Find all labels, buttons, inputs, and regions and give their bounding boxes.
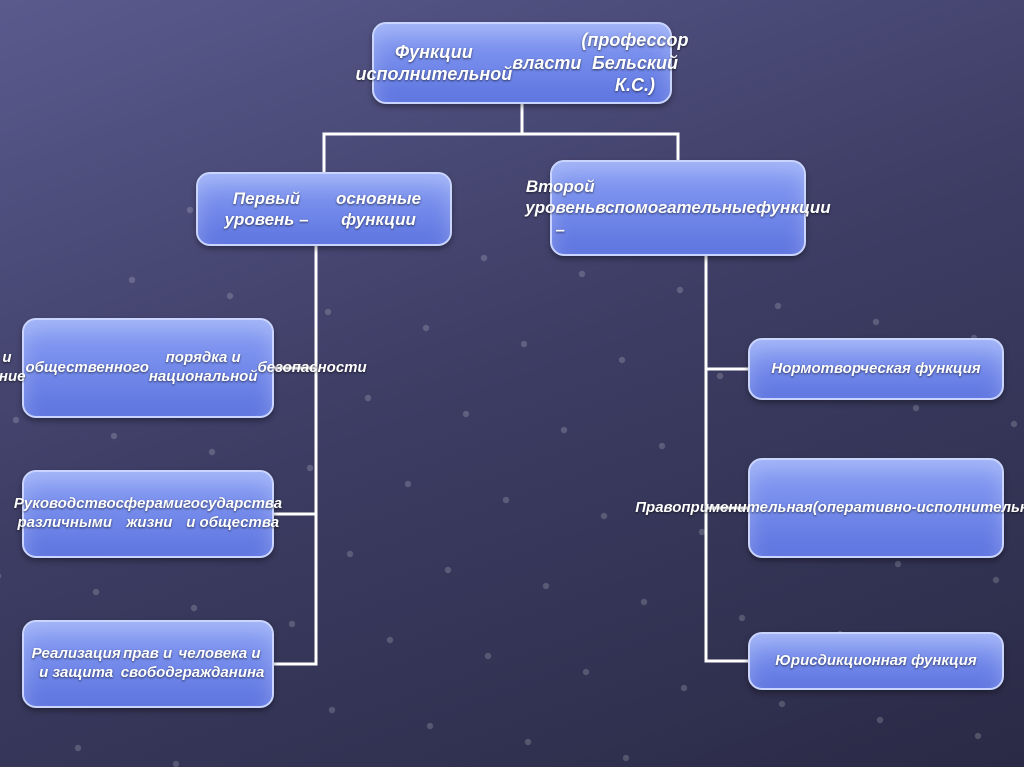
node-root: Функции исполнительнойвласти(профессор Б… [372,22,672,104]
node-text-line: (профессор Бельский К.С.) [581,29,688,97]
node-text-line: функции [756,197,831,218]
node-leaf-2b: Правоприменительная(оперативно-исполните… [748,458,1004,558]
node-text-line: Охрана и обеспечение [0,349,25,387]
node-text-line: Нормотворческая функция [771,360,980,379]
node-leaf-2a: Нормотворческая функция [748,338,1004,400]
node-text-line: Второй уровень – [525,176,595,240]
node-text-line: вспомогательные [595,197,756,218]
node-text-line: основные функции [321,188,436,231]
node-text-line: государства и общества [183,495,282,533]
node-text-line: прав и свобод [121,645,175,683]
node-leaf-1c: Реализация и защитаправ и свободчеловека… [22,620,274,708]
node-leaf-2c: Юрисдикционная функция [748,632,1004,690]
node-text-line: общественного [25,359,148,378]
node-text-line: исполнительная) [917,499,1024,518]
node-level-1: Первый уровень –основные функции [196,172,452,246]
node-text-line: человека и гражданина [175,645,265,683]
node-leaf-1b: Руководство различнымисферами жизнигосуд… [22,470,274,558]
node-text-line: Юрисдикционная функция [775,652,976,671]
node-text-line: Правоприменительная [635,499,812,518]
node-level-2: Второй уровень –вспомогательныефункции [550,160,806,256]
node-text-line: порядка и национальной [149,349,258,387]
node-leaf-1a: Охрана и обеспечениеобщественногопорядка… [22,318,274,418]
node-text-line: Реализация и защита [32,645,121,683]
node-text-line: Первый уровень – [212,188,321,231]
diagram-stage: Функции исполнительнойвласти(профессор Б… [0,0,1024,767]
node-text-line: безопасности [258,359,367,378]
node-text-line: сферами жизни [116,495,184,533]
node-text-line: власти [512,52,581,75]
node-text-line: Руководство различными [14,495,116,533]
node-text-line: (оперативно- [813,499,917,518]
node-text-line: Функции исполнительной [355,41,512,86]
